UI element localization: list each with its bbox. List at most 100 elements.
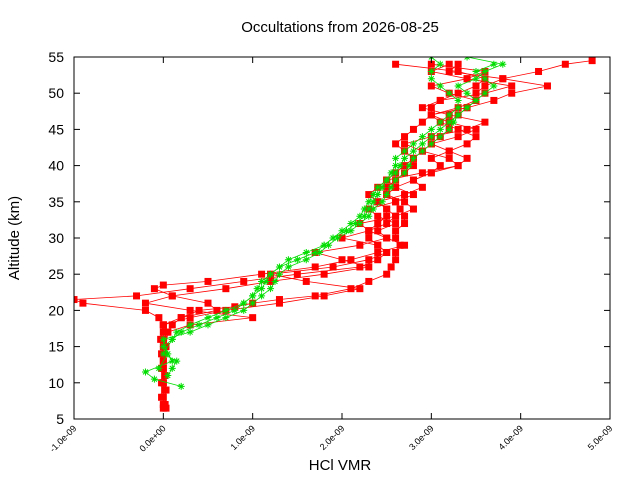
data-point (392, 212, 400, 220)
data-point (454, 82, 462, 90)
data-point (401, 198, 409, 206)
data-point (481, 89, 489, 97)
data-point (445, 67, 453, 75)
data-point (258, 270, 266, 278)
y-tick-label: 40 (48, 158, 64, 174)
data-point (387, 263, 395, 271)
data-point (168, 357, 176, 365)
data-point (454, 96, 462, 104)
data-point (427, 140, 435, 148)
data-point (369, 198, 377, 206)
y-tick-label: 50 (48, 85, 64, 101)
data-point (409, 176, 417, 184)
data-point (347, 227, 355, 235)
data-point (159, 379, 167, 387)
data-point (383, 191, 391, 199)
data-point (168, 364, 176, 372)
data-point (173, 328, 181, 336)
chart-title: Occultations from 2026-08-25 (241, 19, 439, 36)
data-point (302, 256, 310, 264)
data-point (360, 212, 368, 220)
data-point (401, 147, 409, 155)
y-tick-label: 10 (48, 375, 64, 391)
data-point (401, 169, 409, 177)
series-line (158, 57, 505, 369)
data-point (418, 147, 426, 155)
data-point (222, 314, 230, 322)
data-point (204, 277, 212, 285)
data-point (365, 277, 373, 285)
data-point (436, 82, 444, 90)
y-tick-label: 15 (48, 339, 64, 355)
data-point (472, 96, 480, 104)
data-point (436, 96, 444, 104)
data-point (316, 248, 324, 256)
data-point (365, 191, 373, 199)
data-point (155, 364, 163, 372)
data-point (401, 241, 409, 249)
data-point (253, 285, 261, 293)
data-point (436, 133, 444, 141)
data-point (258, 292, 266, 300)
data-point (445, 60, 453, 68)
data-point (454, 89, 462, 97)
data-point (405, 162, 413, 170)
series-layer (74, 57, 596, 412)
data-point (320, 292, 328, 300)
data-point (427, 169, 435, 177)
data-point (159, 281, 167, 289)
data-point (392, 234, 400, 242)
data-point (535, 67, 543, 75)
data-point (401, 212, 409, 220)
data-point (427, 154, 435, 162)
data-point (338, 256, 346, 264)
data-point (396, 162, 404, 170)
data-point (240, 306, 248, 314)
data-point (141, 306, 149, 314)
data-point (275, 270, 283, 278)
data-point (374, 212, 382, 220)
data-point (365, 263, 373, 271)
data-point (454, 162, 462, 170)
data-point (262, 277, 270, 285)
data-point (401, 162, 409, 170)
data-point (293, 256, 301, 264)
data-point (392, 198, 400, 206)
y-tick-label: 5 (56, 411, 64, 427)
data-point (311, 263, 319, 271)
data-point (338, 227, 346, 235)
data-point (173, 357, 181, 365)
data-point (490, 60, 498, 68)
data-point (383, 183, 391, 191)
data-point (392, 220, 400, 228)
data-point (418, 133, 426, 141)
data-point (329, 263, 337, 271)
data-point (374, 198, 382, 206)
data-point (267, 270, 275, 278)
data-point (133, 292, 141, 300)
data-point (365, 234, 373, 242)
data-point (168, 292, 176, 300)
data-point (325, 241, 333, 249)
data-point (463, 154, 471, 162)
data-point (240, 299, 248, 307)
data-point (392, 60, 400, 68)
data-point (267, 285, 275, 293)
data-point (374, 220, 382, 228)
data-point (383, 212, 391, 220)
x-tick-label: 2.0e-09 (318, 423, 347, 452)
data-point (427, 125, 435, 133)
data-point (374, 256, 382, 264)
data-point (302, 277, 310, 285)
data-point (374, 227, 382, 235)
data-point (463, 125, 471, 133)
data-point (164, 350, 172, 358)
series-line (144, 57, 459, 387)
data-point (436, 162, 444, 170)
data-point (481, 82, 489, 90)
data-point (454, 125, 462, 133)
data-point (284, 256, 292, 264)
data-point (329, 234, 337, 242)
data-point (159, 350, 167, 358)
data-point (356, 285, 364, 293)
